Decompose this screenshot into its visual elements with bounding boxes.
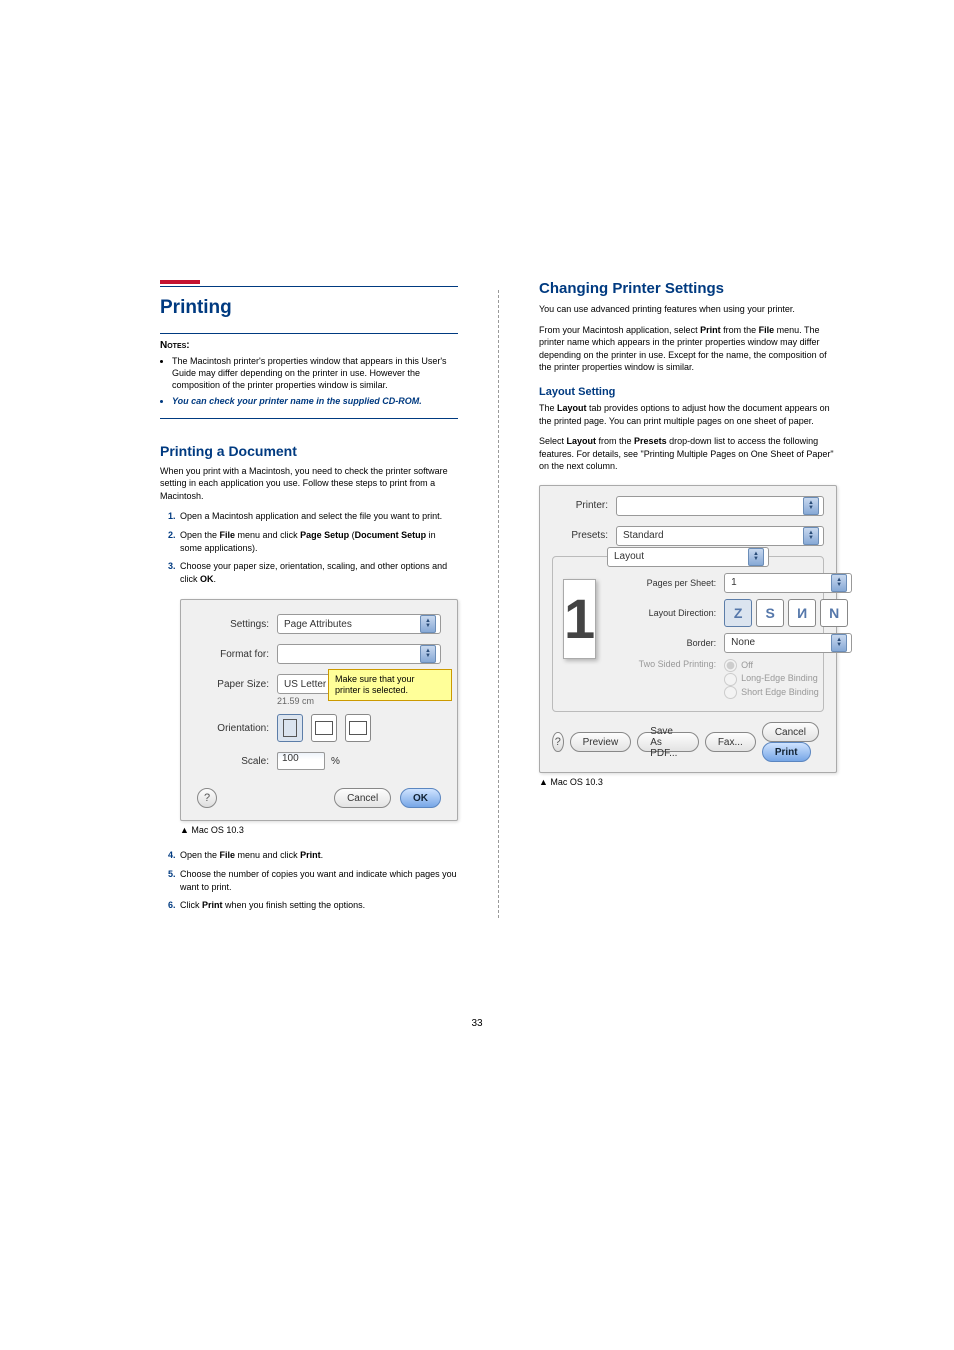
heading-changing-settings: Changing Printer Settings bbox=[539, 280, 837, 297]
help-button[interactable]: ? bbox=[197, 788, 217, 808]
column-divider bbox=[498, 290, 499, 918]
orientation-landscape-reverse-button[interactable] bbox=[345, 714, 371, 742]
subheading-printing-doc: Printing a Document bbox=[160, 443, 458, 459]
lead-paragraph: When you print with a Macintosh, you nee… bbox=[160, 465, 458, 503]
heading-layout-setting: Layout Setting bbox=[539, 386, 837, 398]
step-5: Choose the number of copies you want and… bbox=[178, 868, 458, 893]
two-sided-label: Two Sided Printing: bbox=[612, 659, 724, 669]
page-number: 33 bbox=[0, 1018, 954, 1029]
cancel-button[interactable]: Cancel bbox=[762, 722, 819, 742]
page-setup-dialog: Settings: Page Attributes ▲▼ Format for:… bbox=[180, 599, 458, 821]
cancel-button[interactable]: Cancel bbox=[334, 788, 391, 808]
orientation-label: Orientation: bbox=[197, 723, 277, 734]
radio-short-edge bbox=[724, 686, 737, 699]
pages-per-sheet-select[interactable]: 1 ▲▼ bbox=[724, 573, 852, 593]
paragraph: From your Macintosh application, select … bbox=[539, 324, 837, 374]
paragraph: You can use advanced printing features w… bbox=[539, 303, 837, 316]
step-2: Open the File menu and click Page Setup … bbox=[178, 529, 458, 554]
printer-select[interactable]: ▲▼ bbox=[616, 496, 824, 516]
scale-percent: % bbox=[331, 756, 340, 767]
presets-select[interactable]: Standard ▲▼ bbox=[616, 526, 824, 546]
preview-button[interactable]: Preview bbox=[570, 732, 632, 752]
orientation-portrait-button[interactable] bbox=[277, 714, 303, 742]
printer-label: Printer: bbox=[552, 500, 616, 511]
n2-icon: N bbox=[829, 605, 839, 621]
border-select[interactable]: None ▲▼ bbox=[724, 633, 852, 653]
select-stepper-icon: ▲▼ bbox=[420, 645, 436, 663]
paper-size-label: Paper Size: bbox=[197, 679, 277, 690]
layout-direction-2-button[interactable]: S bbox=[756, 599, 784, 627]
format-for-select[interactable]: ▲▼ bbox=[277, 644, 441, 664]
layout-direction-label: Layout Direction: bbox=[612, 608, 724, 618]
settings-select[interactable]: Page Attributes ▲▼ bbox=[277, 614, 441, 634]
portrait-icon bbox=[283, 719, 297, 737]
z-icon: Z bbox=[734, 605, 743, 621]
landscape-reverse-icon bbox=[349, 721, 367, 735]
scale-input[interactable]: 100 bbox=[277, 752, 325, 770]
step-6: Click Print when you finish setting the … bbox=[178, 899, 458, 912]
s-icon: S bbox=[765, 605, 774, 621]
paragraph: The Layout tab provides options to adjus… bbox=[539, 402, 837, 427]
page-preview: 1 bbox=[563, 579, 596, 659]
orientation-landscape-button[interactable] bbox=[311, 714, 337, 742]
format-for-label: Format for: bbox=[197, 649, 277, 660]
landscape-icon bbox=[315, 721, 333, 735]
fax-button[interactable]: Fax... bbox=[705, 732, 756, 752]
callout-select-printer: Make sure that yourprinter is selected. bbox=[328, 669, 452, 701]
note-item-cdrom: You can check your printer name in the s… bbox=[172, 395, 458, 407]
radio-off bbox=[724, 659, 737, 672]
print-layout-dialog: Printer: ▲▼ Presets: Standard ▲▼ bbox=[539, 485, 837, 774]
print-button[interactable]: Print bbox=[762, 742, 811, 762]
select-stepper-icon: ▲▼ bbox=[803, 497, 819, 515]
select-stepper-icon: ▲▼ bbox=[420, 615, 436, 633]
layout-direction-1-button[interactable]: Z bbox=[724, 599, 752, 627]
border-label: Border: bbox=[612, 638, 724, 648]
notes-block: Notes: The Macintosh printer's propertie… bbox=[160, 333, 458, 419]
step-1: Open a Macintosh application and select … bbox=[178, 510, 458, 523]
paragraph: Select Layout from the Presets drop-down… bbox=[539, 435, 837, 473]
radio-long-edge bbox=[724, 673, 737, 686]
notes-label: Notes: bbox=[160, 340, 190, 351]
select-stepper-icon: ▲▼ bbox=[831, 574, 847, 592]
layout-direction-3-button[interactable]: И bbox=[788, 599, 816, 627]
settings-label: Settings: bbox=[197, 619, 277, 630]
figure-caption-1: ▲ Mac OS 10.3 bbox=[180, 825, 458, 835]
figure-caption-2: ▲ Mac OS 10.3 bbox=[539, 777, 837, 787]
n-icon: И bbox=[797, 605, 807, 621]
note-item: The Macintosh printer's properties windo… bbox=[172, 355, 458, 391]
two-sided-radios: Off Long-Edge Binding Short Edge Binding bbox=[724, 659, 819, 700]
step-4: Open the File menu and click Print. bbox=[178, 849, 458, 862]
select-stepper-icon: ▲▼ bbox=[831, 634, 847, 652]
accent-rule bbox=[160, 280, 200, 284]
step-3: Choose your paper size, orientation, sca… bbox=[178, 560, 458, 585]
help-button[interactable]: ? bbox=[552, 732, 564, 752]
ok-button[interactable]: OK bbox=[400, 788, 441, 808]
select-stepper-icon: ▲▼ bbox=[748, 548, 764, 566]
pages-per-sheet-label: Pages per Sheet: bbox=[612, 578, 724, 588]
section-rule bbox=[160, 286, 458, 287]
save-as-pdf-button[interactable]: Save As PDF... bbox=[637, 732, 699, 752]
select-stepper-icon: ▲▼ bbox=[803, 527, 819, 545]
presets-label: Presets: bbox=[552, 530, 616, 541]
section-title: Printing bbox=[160, 297, 458, 319]
scale-label: Scale: bbox=[197, 756, 277, 767]
layout-direction-4-button[interactable]: N bbox=[820, 599, 848, 627]
section-select[interactable]: Layout ▲▼ bbox=[607, 547, 769, 567]
